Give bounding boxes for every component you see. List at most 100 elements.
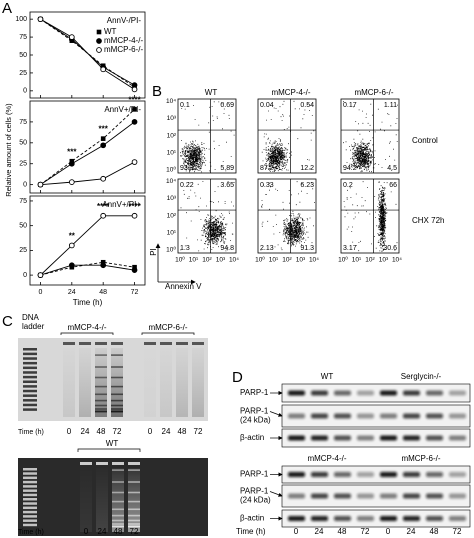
x-tick-label: 10³ [296, 257, 306, 264]
quadrant-value: 0.69 [220, 102, 234, 109]
row-label: PARP-1 [240, 388, 269, 397]
ladder-band [23, 375, 37, 379]
y-tick-label: 10³ [167, 115, 177, 122]
row-label: PARP-1 [240, 470, 269, 479]
protein-band [288, 413, 305, 419]
ladder-band [23, 371, 37, 374]
column-title: mMCP-6-/- [354, 88, 393, 97]
series-line [40, 264, 135, 276]
lane-well [128, 462, 140, 465]
protein-band [334, 435, 351, 441]
chart-subtitle: AnnV+/PI- [104, 105, 141, 114]
lane-smear [111, 348, 123, 417]
ladder-band [23, 385, 37, 388]
y-tick-label: 0 [23, 181, 27, 188]
cell-dots [343, 181, 398, 252]
time-value: 24 [407, 527, 416, 536]
protein-band [311, 435, 328, 441]
plot-frame [340, 98, 400, 174]
dna-ladder-band [128, 500, 140, 503]
plot-frame [29, 100, 146, 194]
series-line [40, 261, 135, 276]
lane-well [144, 342, 156, 345]
lane-smear [95, 348, 107, 417]
time-value: 0 [84, 527, 89, 536]
quadrant-value: 94.8 [220, 245, 234, 252]
dna-ladder-band [112, 500, 124, 503]
ladder-band [23, 510, 37, 514]
row-arrow [269, 491, 283, 497]
quadrant-value: 91.3 [300, 245, 314, 252]
lane-smear [192, 348, 204, 417]
blot-strip [281, 383, 471, 403]
row-label: PARP-1 [240, 487, 269, 496]
lane-smear [128, 468, 140, 532]
quadrant-value: 0.2 [343, 182, 353, 189]
gel-image [18, 338, 208, 421]
ladder-band [23, 480, 37, 484]
dna-ladder-band [111, 410, 123, 412]
protein-band [357, 435, 374, 441]
protein-band [449, 472, 466, 477]
x-tick-label: 10² [202, 257, 212, 264]
point [100, 175, 107, 182]
y-axis-label: PI [149, 248, 158, 256]
dna-ladder-band [112, 508, 124, 511]
significance-label: ** [69, 232, 76, 241]
dot-plot: 0.33 6.23 2.13 91.3 [257, 178, 317, 254]
dna-ladder-band [95, 408, 107, 410]
protein-band [288, 516, 305, 521]
dot-plot: 0.22 3.65 1.3 94.8 [177, 178, 237, 254]
quadrant-value: 0.17 [343, 102, 357, 109]
ladder-band [23, 506, 37, 510]
ladder-band [23, 380, 37, 383]
dna-ladder-band [111, 376, 123, 379]
point [68, 160, 75, 167]
x-tick-label: 0 [39, 289, 43, 296]
lane-well [192, 342, 204, 345]
dna-ladder-band [95, 376, 107, 379]
protein-band [403, 493, 420, 499]
x-tick-label: 10¹ [352, 257, 362, 264]
ladder-band [23, 403, 37, 407]
time-label: Time (h) [18, 529, 44, 536]
group-label: WT [321, 372, 334, 381]
quadrant-value: 0.1 [180, 102, 190, 109]
dna-ladder-band [128, 508, 140, 511]
time-value: 72 [113, 427, 122, 436]
y-tick-label: 10⁴ [166, 98, 176, 105]
row-label: Control [412, 136, 438, 145]
ladder-band [23, 352, 37, 356]
y-tick-label: 10⁰ [166, 166, 176, 174]
y-tick-label: 0 [23, 88, 27, 95]
time-value: 72 [130, 527, 139, 536]
row-arrow [269, 411, 283, 417]
dna-ladder-band [112, 525, 124, 527]
point [131, 86, 138, 93]
protein-band [334, 390, 351, 396]
column-title: mMCP-4-/- [271, 88, 310, 97]
series-line [40, 161, 135, 186]
point [37, 181, 44, 188]
plot-frame [340, 178, 400, 254]
blot-strip [281, 509, 471, 528]
lane-smear [112, 468, 124, 532]
point [100, 262, 107, 269]
ladder-band [23, 472, 37, 475]
y-tick-label: 10⁰ [166, 246, 176, 254]
protein-band [288, 493, 305, 499]
lane-smear [144, 348, 156, 417]
column-title: WT [205, 88, 218, 97]
time-value: 72 [361, 527, 370, 536]
dna-ladder-band [128, 523, 140, 525]
lane-smear [160, 348, 172, 417]
protein-band [334, 493, 351, 499]
significance-label: **** [97, 202, 110, 211]
cell-dots [261, 100, 315, 172]
dot-plot: 0.04 0.54 87.2 12.2 [257, 98, 317, 174]
panel-label: B [152, 83, 162, 100]
y-tick-label: 10² [167, 212, 177, 219]
quadrant-value: 94.2 [343, 165, 357, 172]
ladder-band [23, 389, 37, 393]
protein-band [403, 413, 420, 419]
